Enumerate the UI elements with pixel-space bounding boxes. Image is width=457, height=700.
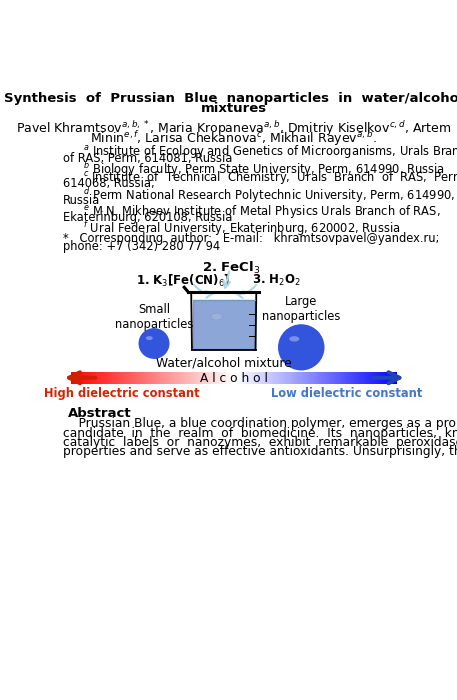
Ellipse shape	[211, 313, 223, 320]
Text: Pavel Khramtsov$^{a,b,*}$, Maria Kropaneva$^{a,b}$, Dmitriy Kiselkov$^{c,d}$, Ar: Pavel Khramtsov$^{a,b,*}$, Maria Kropane…	[16, 120, 452, 139]
Text: $^e$ M.N. Mikheev Institute of Metal Physics Urals Branch of RAS,: $^e$ M.N. Mikheev Institute of Metal Phy…	[83, 202, 441, 220]
Circle shape	[138, 328, 170, 359]
Text: Water/alcohol mixture: Water/alcohol mixture	[156, 356, 292, 370]
Text: Large
nanoparticles: Large nanoparticles	[262, 295, 340, 323]
Ellipse shape	[289, 336, 299, 342]
Text: 2. FeCl$_3$: 2. FeCl$_3$	[202, 260, 260, 276]
Text: Russia: Russia	[64, 194, 101, 207]
Text: properties and serve as effective antioxidants. Unsurprisingly, the demand: properties and serve as effective antiox…	[64, 445, 457, 458]
Text: Prussian Blue, a blue coordination polymer, emerges as a promising: Prussian Blue, a blue coordination polym…	[64, 417, 457, 430]
Text: High dielectric constant: High dielectric constant	[43, 387, 199, 400]
Text: $^d$ Perm National Research Polytechnic University, Perm, 614990,: $^d$ Perm National Research Polytechnic …	[83, 186, 455, 204]
Text: Low dielectric constant: Low dielectric constant	[271, 387, 423, 400]
Text: $^b$ Biology faculty, Perm State University, Perm, 614990, Russia: $^b$ Biology faculty, Perm State Univers…	[83, 160, 445, 179]
Circle shape	[278, 324, 324, 370]
Text: A l c o h o l: A l c o h o l	[200, 372, 268, 385]
Text: candidate  in  the  realm  of  biomedicine.  Its  nanoparticles,  known  as: candidate in the realm of biomedicine. I…	[64, 427, 457, 440]
Text: $^f$ Ural Federal University, Ekaterinburg, 620002, Russia: $^f$ Ural Federal University, Ekaterinbu…	[83, 220, 400, 239]
Text: Small
nanoparticles: Small nanoparticles	[115, 302, 193, 330]
Text: phone: +7 (342) 280 77 94: phone: +7 (342) 280 77 94	[64, 240, 220, 253]
Polygon shape	[193, 300, 255, 349]
Text: catalytic  labels  or  nanozymes,  exhibit  remarkable  peroxidase-like: catalytic labels or nanozymes, exhibit r…	[64, 436, 457, 449]
Text: $^a$ Institute of Ecology and Genetics of Microorganisms, Urals Branch: $^a$ Institute of Ecology and Genetics o…	[83, 144, 457, 160]
Text: of RAS, Perm, 614081, Russia: of RAS, Perm, 614081, Russia	[64, 152, 233, 164]
Text: Synthesis  of  Prussian  Blue  nanoparticles  in  water/alcohol: Synthesis of Prussian Blue nanoparticles…	[4, 92, 457, 105]
Ellipse shape	[146, 336, 153, 340]
Text: 3. H$_2$O$_2$: 3. H$_2$O$_2$	[252, 272, 301, 288]
Text: *   Corresponding  author:   E-mail:   khramtsovpavel@yandex.ru;: * Corresponding author: E-mail: khramtso…	[64, 232, 440, 245]
Text: Ekaterinburg, 620108, Russia: Ekaterinburg, 620108, Russia	[64, 211, 233, 224]
Text: Abstract: Abstract	[68, 407, 132, 419]
Text: mixtures: mixtures	[201, 102, 267, 116]
Text: 1. K$_3$[Fe(CN)$_6$]: 1. K$_3$[Fe(CN)$_6$]	[136, 272, 230, 288]
Text: 614068, Russia;: 614068, Russia;	[64, 177, 155, 190]
Text: Minin$^{e,f}$, Larisa Chekanova$^c$, Mikhail Rayev$^{a,b}$.: Minin$^{e,f}$, Larisa Chekanova$^c$, Mik…	[90, 129, 377, 148]
Text: $^c$ Institute  of  Technical  Chemistry,  Urals  Branch  of  RAS,  Perm,: $^c$ Institute of Technical Chemistry, U…	[83, 169, 457, 186]
